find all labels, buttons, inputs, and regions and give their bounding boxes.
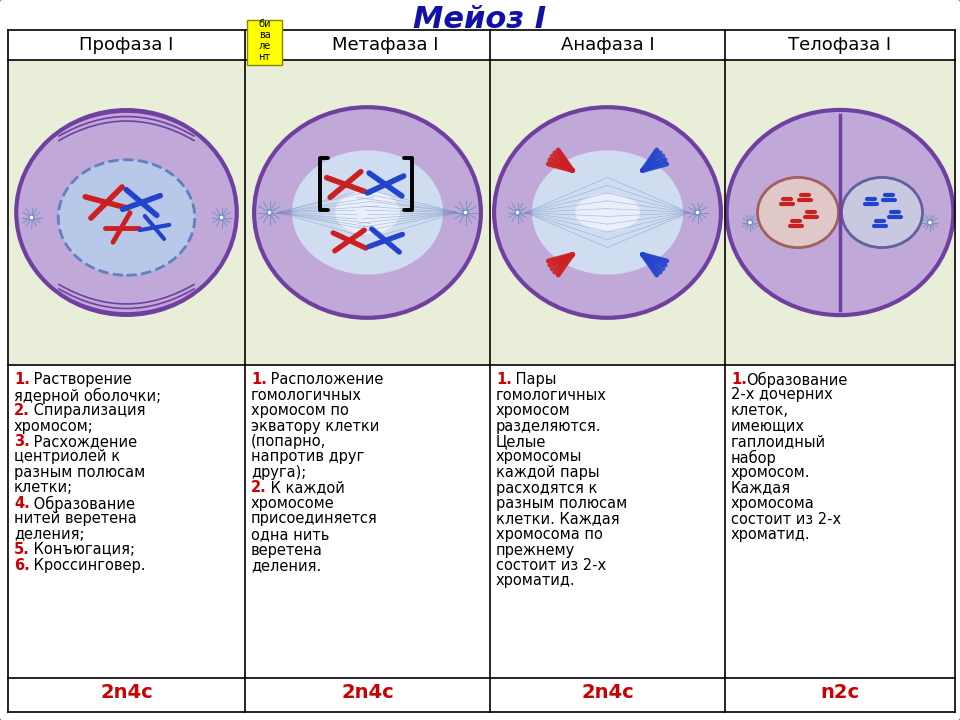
Bar bbox=[491, 61, 724, 364]
Ellipse shape bbox=[532, 150, 684, 274]
Bar bbox=[247, 20, 282, 65]
Text: веретена: веретена bbox=[251, 542, 323, 557]
Circle shape bbox=[219, 215, 224, 220]
Text: экватору клетки: экватору клетки bbox=[251, 418, 379, 433]
Bar bbox=[246, 61, 489, 364]
Text: 3.: 3. bbox=[14, 434, 30, 449]
Text: Растворение: Растворение bbox=[29, 372, 132, 387]
Text: друга);: друга); bbox=[251, 465, 306, 480]
Text: (попарно,: (попарно, bbox=[251, 434, 326, 449]
Text: расходятся к: расходятся к bbox=[496, 480, 597, 495]
Text: Метафаза I: Метафаза I bbox=[332, 36, 439, 54]
Text: хромосома по: хромосома по bbox=[496, 527, 603, 542]
Text: гомологичных: гомологичных bbox=[496, 387, 607, 402]
Circle shape bbox=[515, 210, 520, 215]
Text: хроматид.: хроматид. bbox=[496, 574, 576, 588]
Text: би
ва
ле
нт: би ва ле нт bbox=[258, 19, 271, 62]
Text: клеток,: клеток, bbox=[731, 403, 789, 418]
Text: хромосом: хромосом bbox=[496, 403, 571, 418]
Text: Кроссинговер.: Кроссинговер. bbox=[29, 558, 146, 573]
Ellipse shape bbox=[575, 194, 640, 231]
Text: 2n4c: 2n4c bbox=[581, 683, 634, 701]
Text: хромосомы: хромосомы bbox=[496, 449, 583, 464]
Text: каждой пары: каждой пары bbox=[496, 465, 599, 480]
Text: набор: набор bbox=[731, 449, 777, 466]
Circle shape bbox=[463, 210, 468, 215]
Text: 1.: 1. bbox=[251, 372, 267, 387]
Text: 2n4c: 2n4c bbox=[100, 683, 153, 701]
Text: хромосоме: хромосоме bbox=[251, 496, 335, 511]
Text: разным полюсам: разным полюсам bbox=[496, 496, 627, 511]
Text: Каждая: Каждая bbox=[731, 480, 791, 495]
Text: одна нить: одна нить bbox=[251, 527, 329, 542]
Text: разным полюсам: разным полюсам bbox=[14, 465, 145, 480]
Bar bbox=[726, 61, 954, 364]
Ellipse shape bbox=[254, 107, 481, 318]
Text: деления;: деления; bbox=[14, 527, 84, 542]
Ellipse shape bbox=[335, 191, 400, 234]
Text: гаплоидный: гаплоидный bbox=[731, 434, 827, 449]
Text: деления.: деления. bbox=[251, 558, 322, 573]
Text: состоит из 2-х: состоит из 2-х bbox=[496, 558, 606, 573]
Text: 1.: 1. bbox=[496, 372, 512, 387]
Text: центриолей к: центриолей к bbox=[14, 449, 120, 464]
Text: напротив друг: напротив друг bbox=[251, 449, 364, 464]
Text: имеющих: имеющих bbox=[731, 418, 805, 433]
Text: 2n4c: 2n4c bbox=[341, 683, 394, 701]
Text: Образование: Образование bbox=[29, 496, 135, 512]
Text: 2.: 2. bbox=[14, 403, 30, 418]
Text: прежнему: прежнему bbox=[496, 542, 575, 557]
Text: хроматид.: хроматид. bbox=[731, 527, 810, 542]
Text: Конъюгация;: Конъюгация; bbox=[29, 542, 135, 557]
Text: Пары: Пары bbox=[511, 372, 557, 387]
Text: состоит из 2-х: состоит из 2-х bbox=[731, 511, 841, 526]
Text: 6.: 6. bbox=[14, 558, 30, 573]
Circle shape bbox=[29, 215, 34, 220]
Text: К каждой: К каждой bbox=[266, 480, 345, 495]
Ellipse shape bbox=[292, 150, 444, 274]
Ellipse shape bbox=[494, 107, 721, 318]
Text: гомологичных: гомологичных bbox=[251, 387, 362, 402]
Text: разделяются.: разделяются. bbox=[496, 418, 602, 433]
Text: Расположение: Расположение bbox=[266, 372, 383, 387]
Circle shape bbox=[695, 210, 700, 215]
Text: Спирализация: Спирализация bbox=[29, 403, 146, 418]
Text: хромосома: хромосома bbox=[731, 496, 815, 511]
Ellipse shape bbox=[16, 110, 237, 315]
Text: Образование: Образование bbox=[746, 372, 848, 388]
Text: клетки;: клетки; bbox=[14, 480, 73, 495]
Text: хромосом;: хромосом; bbox=[14, 418, 94, 433]
Ellipse shape bbox=[842, 177, 923, 248]
Text: 1.: 1. bbox=[14, 372, 30, 387]
Ellipse shape bbox=[59, 160, 195, 275]
Text: хромосом по: хромосом по bbox=[251, 403, 348, 418]
Text: 2-х дочерних: 2-х дочерних bbox=[731, 387, 832, 402]
Text: клетки. Каждая: клетки. Каждая bbox=[496, 511, 619, 526]
Text: хромосом.: хромосом. bbox=[731, 465, 810, 480]
Text: Расхождение: Расхождение bbox=[29, 434, 137, 449]
Circle shape bbox=[267, 210, 272, 215]
Bar bbox=[9, 61, 244, 364]
Text: Телофаза I: Телофаза I bbox=[788, 36, 892, 54]
Text: нитей веретена: нитей веретена bbox=[14, 511, 136, 526]
Text: Целые: Целые bbox=[496, 434, 546, 449]
Text: 2.: 2. bbox=[251, 480, 267, 495]
Text: Профаза I: Профаза I bbox=[80, 36, 174, 54]
Circle shape bbox=[927, 220, 932, 225]
Text: Мейоз I: Мейоз I bbox=[414, 6, 546, 35]
Text: 5.: 5. bbox=[14, 542, 30, 557]
Circle shape bbox=[748, 220, 753, 225]
Ellipse shape bbox=[727, 110, 953, 315]
Text: ядерной оболочки;: ядерной оболочки; bbox=[14, 387, 161, 404]
Text: присоединяется: присоединяется bbox=[251, 511, 377, 526]
Text: n2c: n2c bbox=[821, 683, 859, 701]
Ellipse shape bbox=[757, 177, 838, 248]
Text: 4.: 4. bbox=[14, 496, 30, 511]
Text: 1.: 1. bbox=[731, 372, 747, 387]
Text: Анафаза I: Анафаза I bbox=[561, 36, 655, 54]
